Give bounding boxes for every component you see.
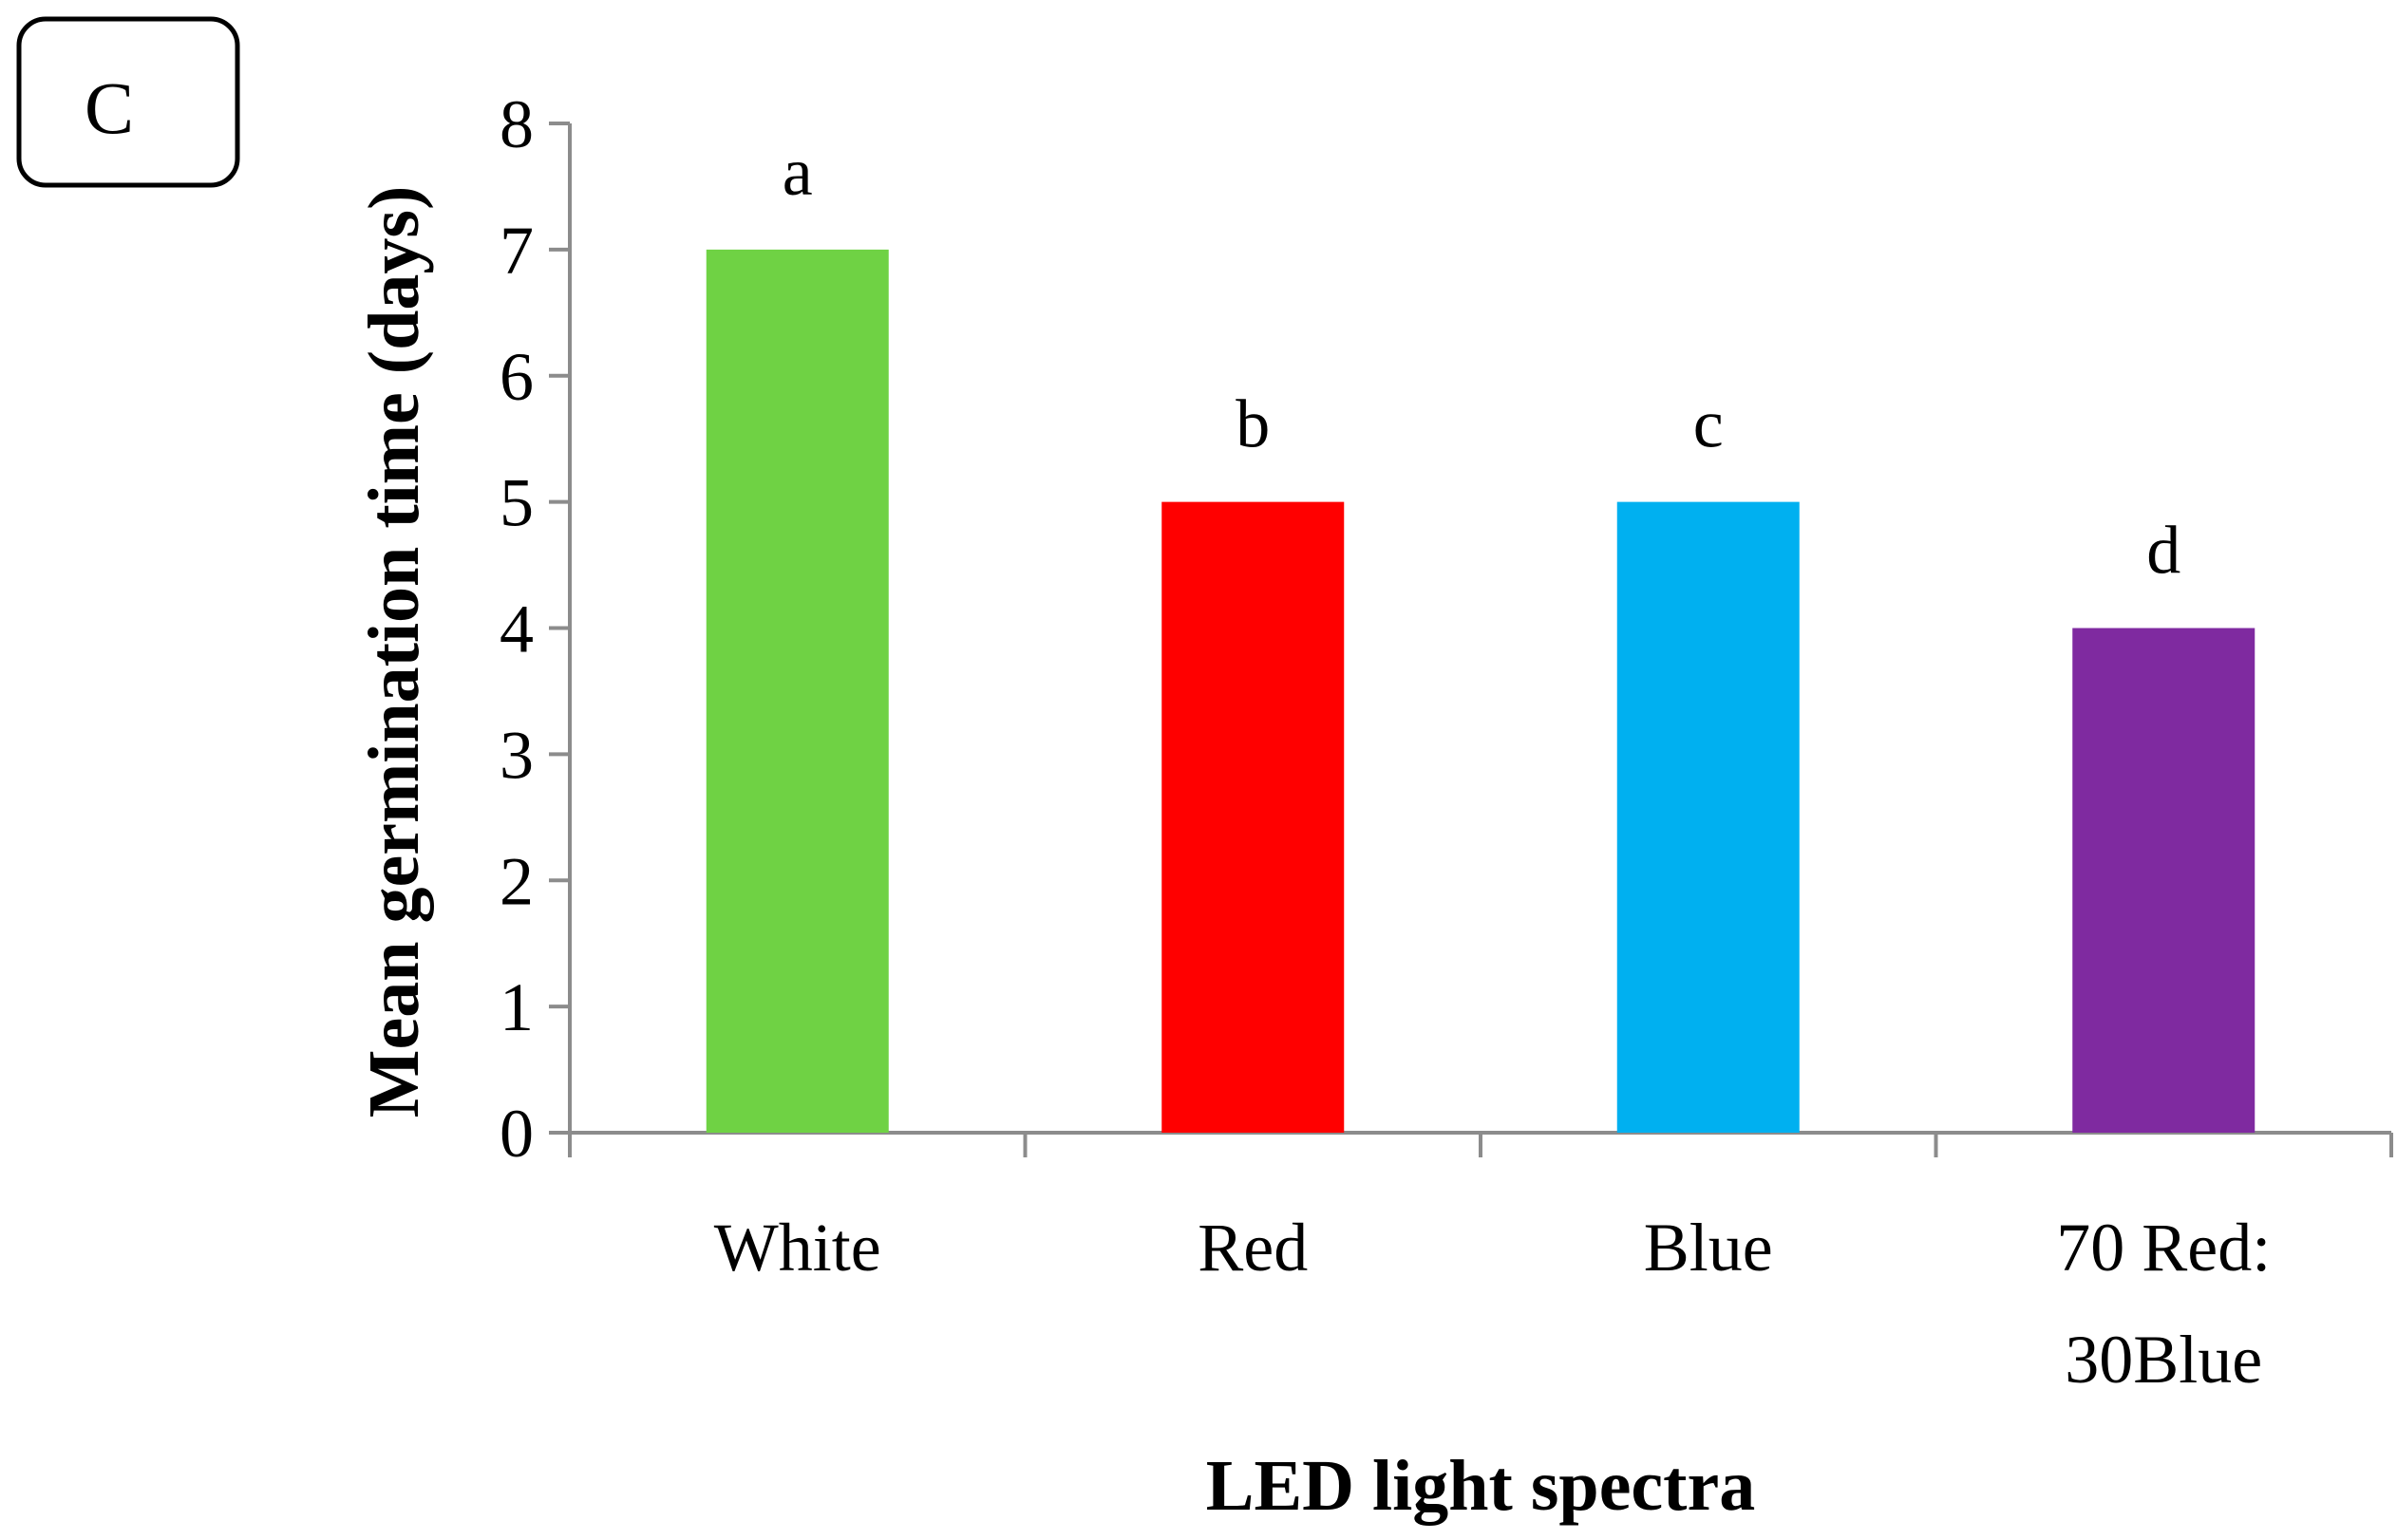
x-category-label: Blue [1644, 1210, 1773, 1286]
y-tick-label: 7 [500, 213, 534, 289]
bar [1161, 501, 1345, 1133]
panel-label-box: C [16, 16, 240, 188]
bar [2072, 628, 2255, 1133]
x-axis: White Red Blue 70 Red: 30Blue [568, 1131, 2393, 1398]
bar [1616, 501, 1800, 1133]
y-tick-label: 5 [500, 465, 534, 541]
bar [706, 249, 889, 1133]
y-tick-label: 2 [500, 843, 534, 919]
bars [706, 249, 2255, 1133]
y-tick-label: 1 [500, 969, 534, 1045]
panel-label: C [85, 66, 134, 149]
x-category-label: Red [1198, 1210, 1308, 1286]
x-category-label: White [714, 1210, 881, 1286]
y-tick-label: 6 [500, 339, 534, 415]
y-tick-label: 3 [500, 717, 534, 793]
y-axis-title: Mean germination time (days) [354, 186, 434, 1118]
y-tick-label: 0 [500, 1096, 534, 1172]
panel-label-frame [16, 16, 240, 188]
data-labels: a b c d [783, 134, 2180, 589]
significance-letter: a [783, 134, 813, 210]
significance-letter: c [1693, 386, 1724, 462]
x-axis-title: LED light spectra [1206, 1446, 1755, 1526]
significance-letter: b [1236, 386, 1270, 462]
significance-letter: d [2146, 513, 2180, 589]
y-axis: 0 1 2 3 4 5 6 7 8 [500, 86, 572, 1172]
x-category-label: 30Blue [2065, 1322, 2262, 1398]
y-tick-label: 4 [500, 592, 534, 667]
x-category-label: 70 Red: [2056, 1210, 2271, 1286]
y-tick-label: 8 [500, 86, 534, 162]
